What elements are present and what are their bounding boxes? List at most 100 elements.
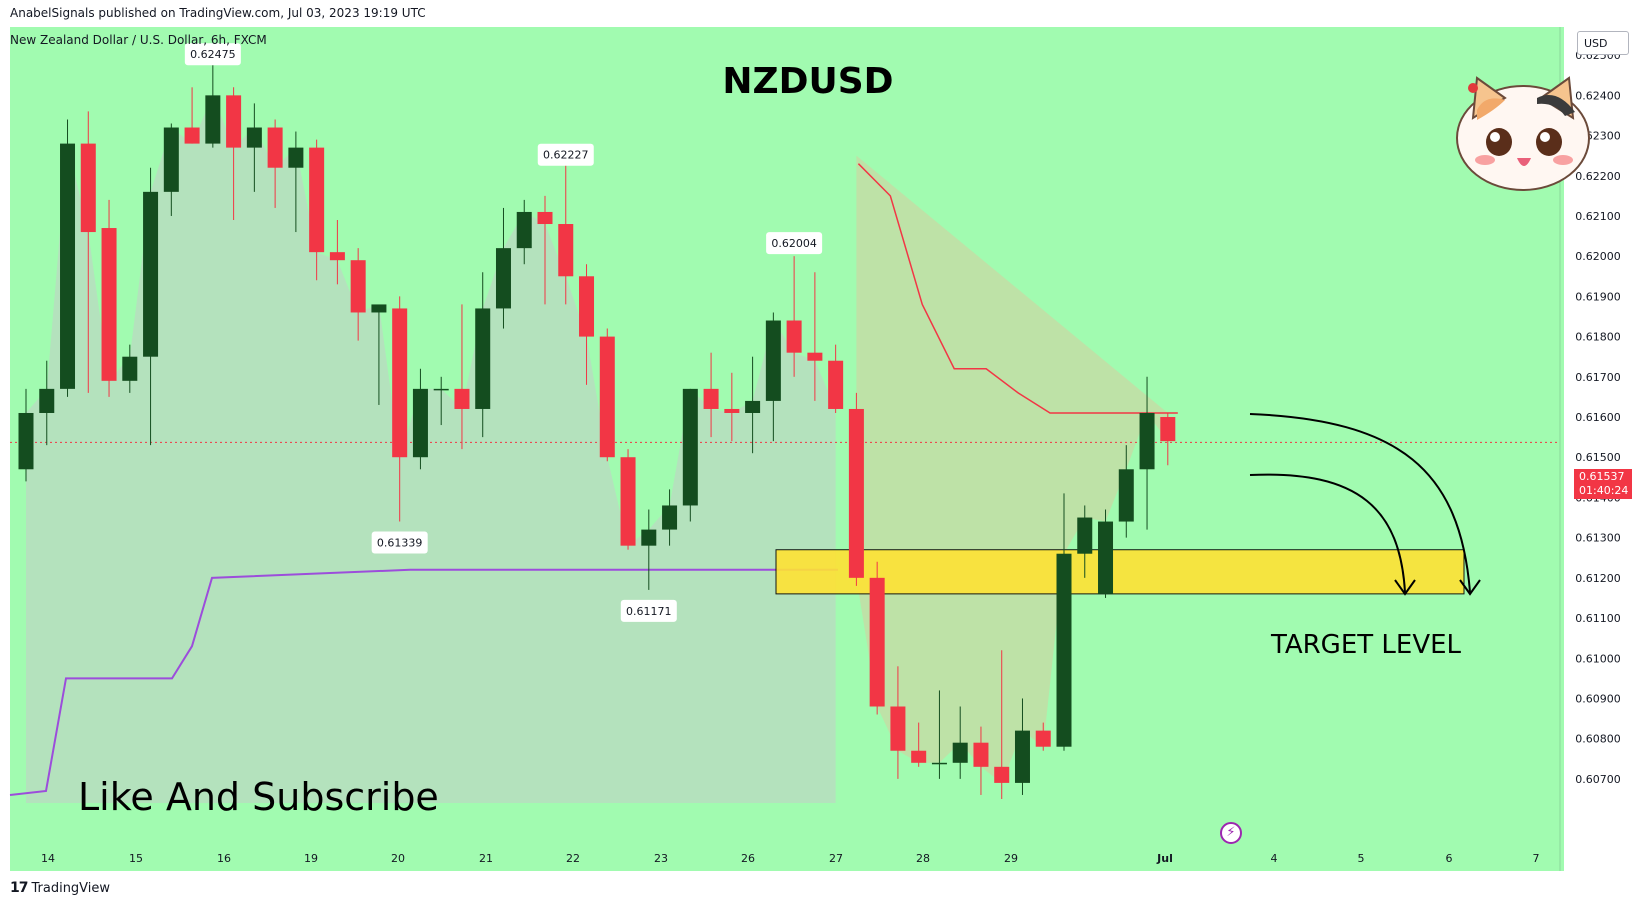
x-tick-label: 7: [1533, 852, 1540, 865]
x-tick-label: 14: [41, 852, 55, 865]
arrow-head-upper: [1459, 579, 1481, 596]
candle: [1160, 412, 1176, 466]
candle-body: [246, 127, 262, 148]
y-tick-label: 0.60800: [1575, 733, 1621, 746]
candle: [620, 449, 636, 550]
last-price-value: 0.61537: [1579, 470, 1625, 483]
candle: [246, 103, 262, 192]
candle: [931, 690, 947, 779]
candle: [724, 372, 740, 442]
candle: [703, 352, 719, 438]
candle: [60, 119, 76, 397]
y-tick-label: 0.60900: [1575, 692, 1621, 705]
price-pin-text: 0.61339: [377, 537, 423, 550]
candle-body: [18, 412, 34, 470]
publish-line: AnabelSignals published on TradingView.c…: [10, 6, 426, 20]
candle: [371, 304, 387, 405]
candle: [18, 388, 34, 482]
candle: [952, 706, 968, 779]
candle-body: [184, 127, 200, 144]
target-level-label: TARGET LEVEL: [1270, 630, 1462, 660]
candle-body: [101, 228, 117, 381]
candle-body: [682, 388, 698, 506]
candle-body: [931, 762, 947, 765]
candle-body: [828, 360, 844, 409]
arrow-curve-upper: [1249, 413, 1471, 593]
y-tick-label: 0.62400: [1575, 89, 1621, 102]
x-tick-label: 15: [129, 852, 143, 865]
candle: [848, 392, 864, 586]
candle: [226, 87, 242, 220]
candle-body: [39, 388, 55, 413]
candle-body: [288, 147, 304, 168]
candle-body: [371, 304, 387, 313]
candle-body: [703, 388, 719, 409]
candle: [558, 163, 574, 305]
projection-area-fill: [856, 155, 1168, 783]
x-tick-label: 6: [1446, 852, 1453, 865]
x-tick-label: 28: [916, 852, 930, 865]
candle-body: [848, 408, 864, 578]
candle: [288, 131, 304, 233]
candle: [516, 199, 532, 265]
candle: [80, 111, 96, 393]
y-tick-label: 0.62100: [1575, 210, 1621, 223]
x-tick-label: 20: [391, 852, 405, 865]
candle-body: [205, 95, 221, 144]
candle: [454, 304, 470, 450]
candle: [765, 312, 781, 442]
candle-body: [80, 143, 96, 233]
currency-selector[interactable]: USD: [1577, 31, 1629, 55]
x-tick-label: 22: [566, 852, 580, 865]
candle: [350, 248, 366, 341]
candle-body: [1160, 417, 1176, 442]
candle: [641, 509, 657, 590]
candle-body: [662, 505, 678, 530]
candle: [329, 219, 345, 285]
x-tick-label: 21: [479, 852, 493, 865]
candle: [392, 296, 408, 522]
price-pin-text: 0.62475: [190, 48, 236, 61]
y-tick-label: 0.62000: [1575, 250, 1621, 263]
candle-body: [952, 742, 968, 763]
candle: [807, 272, 823, 401]
y-tick-label: 0.61000: [1575, 652, 1621, 665]
y-tick-label: 0.61300: [1575, 532, 1621, 545]
candle-body: [1098, 521, 1114, 594]
candle-body: [558, 224, 574, 277]
candle: [267, 119, 283, 208]
candle-body: [724, 408, 740, 413]
candle-body: [786, 320, 802, 353]
candle-body: [392, 308, 408, 458]
candle: [911, 722, 927, 767]
candle: [412, 368, 428, 470]
candle-body: [765, 320, 781, 401]
candle: [39, 360, 55, 446]
candle: [599, 328, 615, 462]
candle-body: [599, 336, 615, 458]
candle: [1035, 722, 1051, 751]
price-pin-label: 0.62004: [766, 232, 823, 255]
candle-body: [807, 352, 823, 361]
x-tick-label: 29: [1004, 852, 1018, 865]
y-tick-label: 0.61600: [1575, 411, 1621, 424]
lightning-icon[interactable]: ⚡: [1220, 822, 1242, 844]
y-tick-label: 0.61100: [1575, 612, 1621, 625]
price-pin-text: 0.62004: [771, 237, 817, 250]
candle: [101, 199, 117, 397]
candle: [163, 123, 179, 216]
y-tick-label: 0.61500: [1575, 451, 1621, 464]
x-tick-label: 5: [1358, 852, 1365, 865]
chart-title: NZDUSD: [722, 61, 893, 102]
candle-body: [1035, 730, 1051, 747]
candle: [869, 561, 885, 715]
y-tick-label: 0.61800: [1575, 331, 1621, 344]
candle: [1056, 493, 1072, 751]
candle-body: [1139, 412, 1155, 470]
candle: [475, 272, 491, 438]
candle: [143, 167, 159, 446]
candle: [682, 388, 698, 522]
price-area-fill: [26, 95, 836, 803]
like-subscribe-text: Like And Subscribe: [78, 775, 439, 819]
